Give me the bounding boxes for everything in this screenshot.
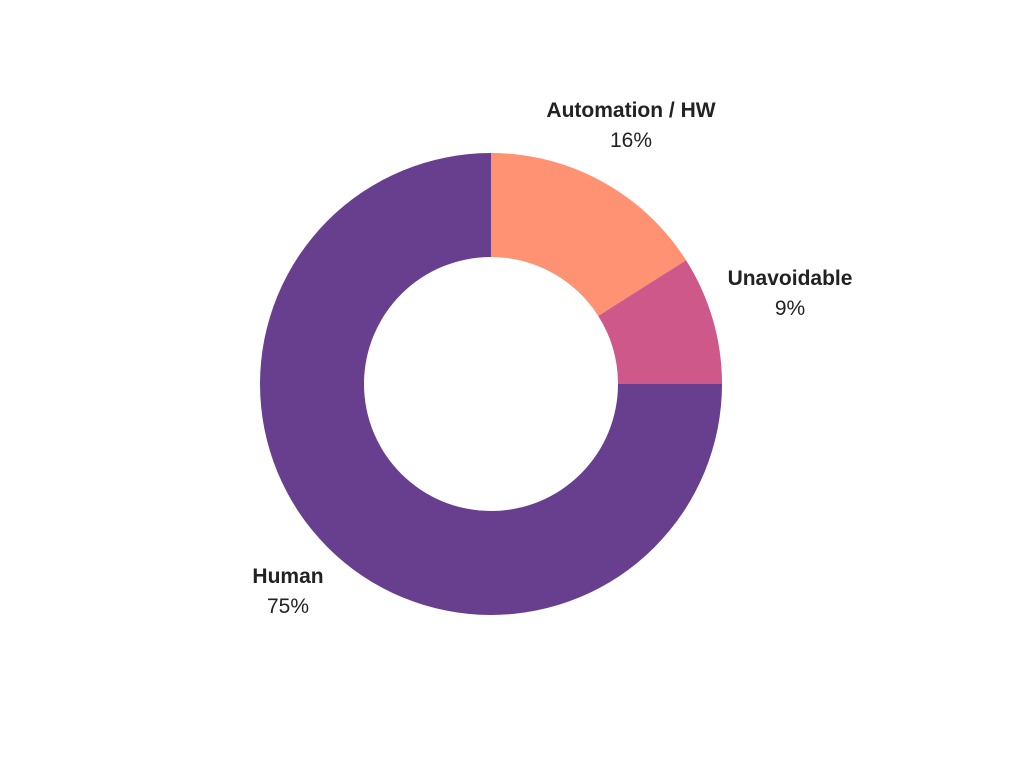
slice-value-unavoidable: 9%: [775, 297, 805, 320]
donut-slice-human: [260, 153, 722, 615]
slice-label-group-unavoidable: Unavoidable 9%: [728, 267, 853, 320]
slice-label-unavoidable: Unavoidable: [728, 267, 853, 290]
donut-slice-unavoidable: [598, 260, 722, 384]
slice-value-automation-hw: 16%: [610, 129, 652, 152]
slice-label-human: Human: [252, 565, 323, 588]
slice-label-group-human: Human 75%: [252, 565, 323, 618]
donut-slices: [260, 153, 722, 615]
slice-label-automation-hw: Automation / HW: [546, 99, 715, 122]
donut-slice-automation-hw: [491, 153, 687, 316]
slice-value-human: 75%: [267, 595, 309, 618]
slice-label-group-automation: Automation / HW 16%: [546, 99, 715, 152]
